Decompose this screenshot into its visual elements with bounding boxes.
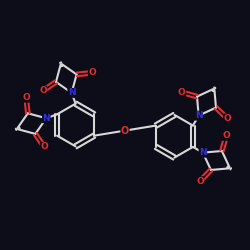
Text: O: O (178, 88, 186, 97)
Text: O: O (222, 131, 230, 140)
Text: N: N (42, 114, 50, 123)
Text: N: N (195, 111, 202, 120)
Text: O: O (196, 177, 204, 186)
Text: O: O (22, 93, 30, 102)
Text: O: O (121, 126, 129, 136)
Text: O: O (224, 114, 231, 123)
Text: N: N (68, 88, 76, 98)
Text: O: O (40, 142, 48, 152)
Text: O: O (39, 86, 47, 95)
Text: N: N (199, 148, 207, 157)
Text: O: O (88, 68, 96, 77)
